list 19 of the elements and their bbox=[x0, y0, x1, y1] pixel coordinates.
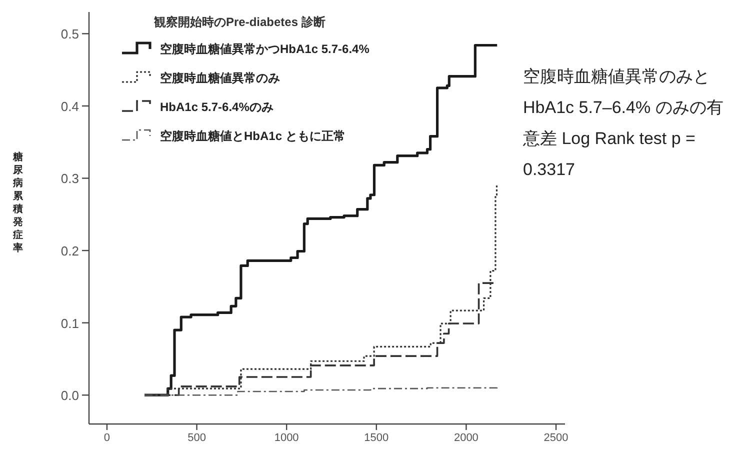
x-tick-label: 0 bbox=[104, 432, 110, 444]
y-tick-label: 0.4 bbox=[60, 98, 79, 114]
y-tick-label: 0.1 bbox=[60, 316, 79, 331]
x-tick-label: 1000 bbox=[274, 432, 299, 444]
y-tick-label: 0.5 bbox=[60, 26, 79, 42]
y-tick-label: 0.0 bbox=[60, 388, 79, 404]
x-tick-label: 1500 bbox=[364, 432, 389, 444]
annotation: 空腹時血糖値異常のみと HbA1c 5.7–6.4% のみの有意差 Log Rank test p = 0.3317 bbox=[522, 67, 724, 179]
y-tick-label: 0.2 bbox=[60, 244, 79, 259]
y-axis-title: 糖尿病累積発症率 bbox=[12, 151, 24, 254]
legend-label: 空腹時血糖値異常のみ bbox=[160, 71, 280, 85]
legend-label: 空腹時血糖値異常かつHbA1c 5.7-6.4% bbox=[160, 42, 370, 56]
x-tick-label: 2500 bbox=[544, 432, 568, 444]
legend-label: HbA1c 5.7-6.4%のみ bbox=[160, 100, 274, 114]
legend-label: 空腹時血糖値とHbA1c ともに正常 bbox=[160, 129, 346, 143]
x-tick-label: 2000 bbox=[454, 432, 478, 444]
legend-title: 観察開始時のPre-diabetes 診断 bbox=[153, 15, 326, 29]
x-tick-label: 500 bbox=[188, 432, 206, 444]
y-tick-label: 0.3 bbox=[60, 171, 79, 186]
